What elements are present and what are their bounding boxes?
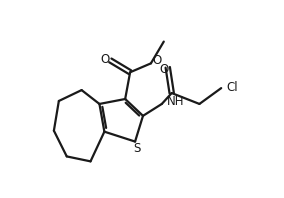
- Text: O: O: [152, 54, 162, 67]
- Text: O: O: [159, 63, 168, 76]
- Text: O: O: [101, 53, 110, 66]
- Text: Cl: Cl: [226, 81, 238, 94]
- Text: S: S: [133, 142, 140, 155]
- Text: NH: NH: [167, 95, 184, 109]
